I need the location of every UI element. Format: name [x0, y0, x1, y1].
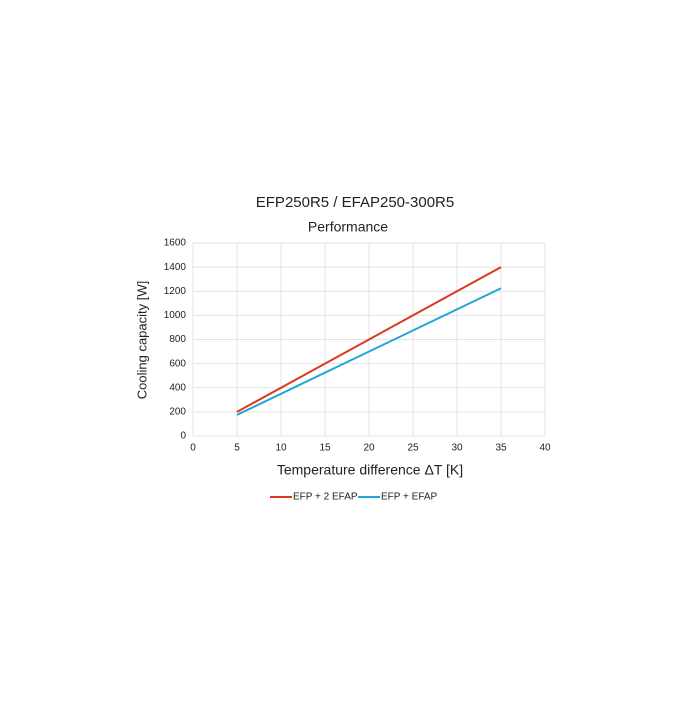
y-tick-label: 1600	[164, 238, 187, 249]
x-tick-label: 5	[234, 443, 240, 454]
y-tick-label: 1400	[164, 262, 187, 273]
x-tick-label: 30	[451, 443, 463, 454]
x-tick-label: 0	[190, 443, 196, 454]
chart-subtitle: Performance	[308, 219, 388, 235]
series-line	[236, 287, 502, 416]
y-tick-label: 1200	[164, 286, 187, 297]
x-tick-label: 35	[495, 443, 507, 454]
legend-label: EFP + 2 EFAP	[293, 492, 358, 503]
y-tick-label: 400	[169, 382, 186, 393]
x-tick-label: 40	[539, 443, 551, 454]
y-tick-label: 800	[169, 334, 186, 345]
y-axis-label: Cooling capacity [W]	[134, 281, 149, 400]
y-tick-label: 1000	[164, 310, 187, 321]
x-axis-label: Temperature difference ΔT [K]	[277, 462, 463, 478]
series-line	[236, 266, 502, 413]
x-tick-label: 25	[407, 443, 419, 454]
x-tick-label: 15	[319, 443, 331, 454]
x-tick-label: 20	[363, 443, 375, 454]
chart-title: EFP250R5 / EFAP250-300R5	[256, 194, 454, 211]
x-tick-label: 10	[275, 443, 287, 454]
legend-label: EFP + EFAP	[381, 492, 438, 503]
y-tick-label: 200	[169, 407, 186, 418]
y-tick-label: 600	[169, 358, 186, 369]
y-tick-label: 0	[180, 431, 186, 442]
